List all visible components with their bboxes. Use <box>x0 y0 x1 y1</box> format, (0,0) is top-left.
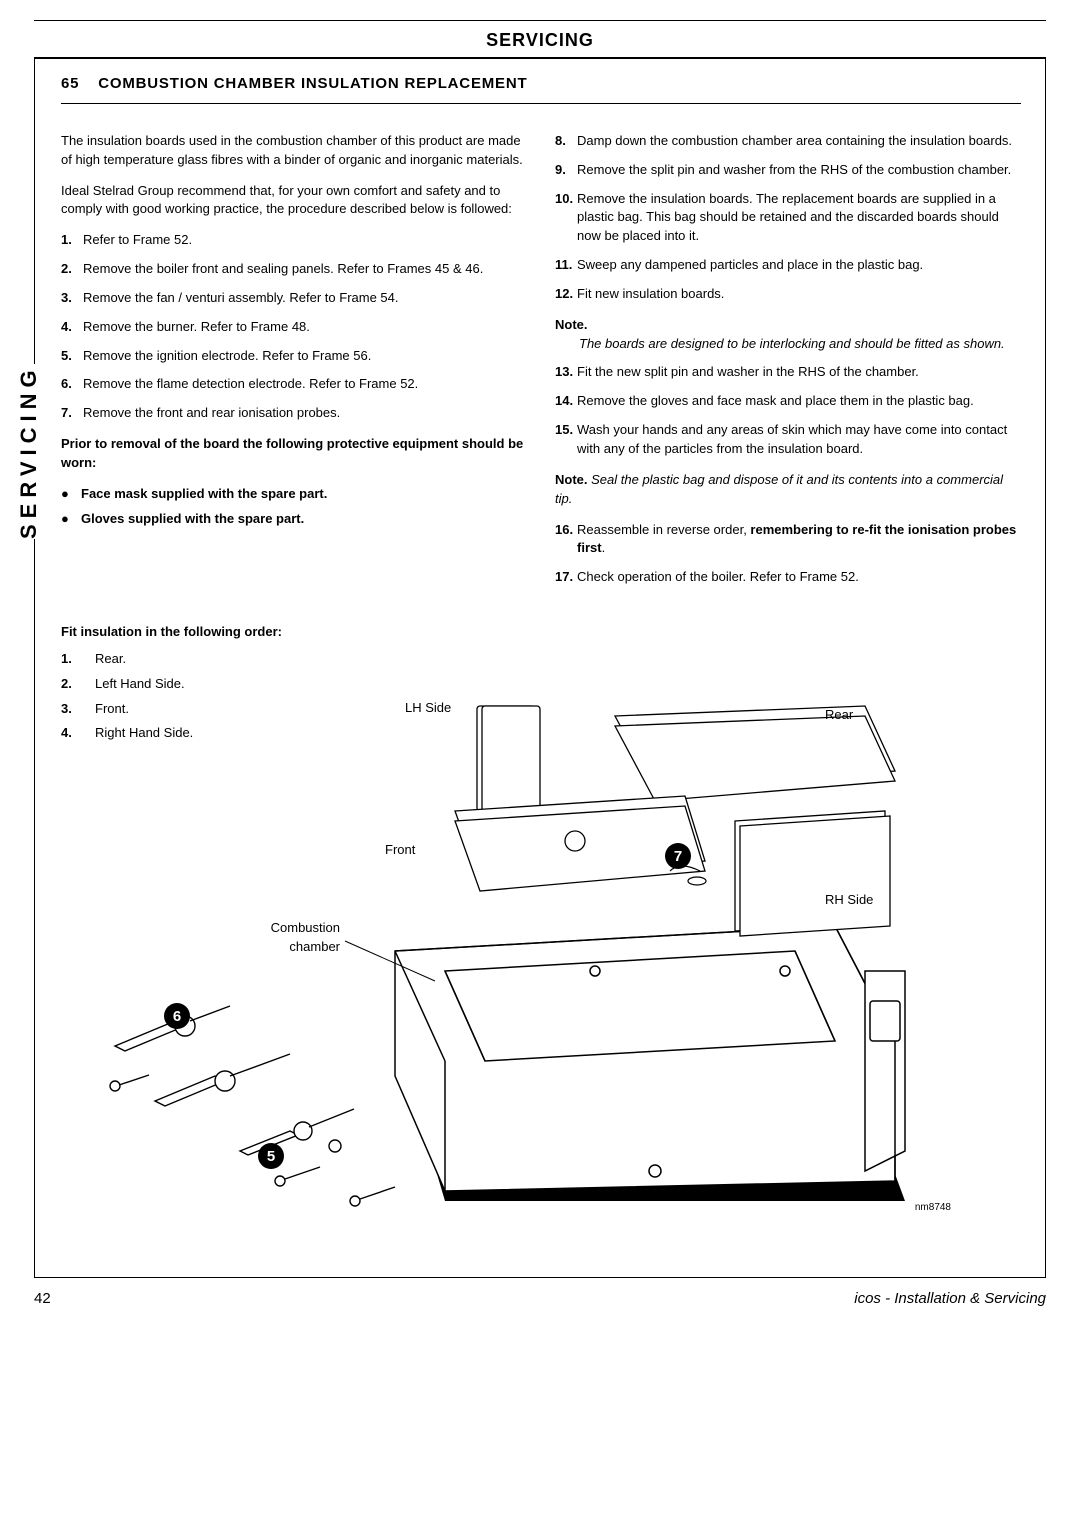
steps-list: 16. Reassemble in reverse order, remembe… <box>555 521 1021 588</box>
page-footer: 42 icos - Installation & Servicing <box>34 1288 1046 1310</box>
page-header: SERVICING <box>34 20 1046 58</box>
frame-box: SERVICING 65 COMBUSTION CHAMBER INSULATI… <box>34 58 1046 1278</box>
step-item: 12.Fit new insulation boards. <box>555 285 1021 304</box>
step-item: 17.Check operation of the boiler. Refer … <box>555 568 1021 587</box>
step-item: 9.Remove the split pin and washer from t… <box>555 161 1021 180</box>
intro-paragraph: Ideal Stelrad Group recommend that, for … <box>61 182 527 220</box>
step-item: 16. Reassemble in reverse order, remembe… <box>555 521 1021 559</box>
step-item: 4.Remove the burner. Refer to Frame 48. <box>61 318 527 337</box>
step-item: 13.Fit the new split pin and washer in t… <box>555 363 1021 382</box>
step-item: 8.Damp down the combustion chamber area … <box>555 132 1021 151</box>
frame-number: 65 <box>61 75 79 92</box>
frame-title: COMBUSTION CHAMBER INSULATION REPLACEMEN… <box>98 75 527 92</box>
diagram-label-rh: RH Side <box>825 891 873 910</box>
left-column: The insulation boards used in the combus… <box>61 132 527 599</box>
frame-heading: 65 COMBUSTION CHAMBER INSULATION REPLACE… <box>61 73 1021 104</box>
svg-text:7: 7 <box>674 848 682 865</box>
ppe-heading: Prior to removal of the board the follow… <box>61 435 527 473</box>
step-item: 1.Refer to Frame 52. <box>61 231 527 250</box>
diagram-label-chamber: Combustion chamber <box>250 919 340 957</box>
step-item: 5.Remove the ignition electrode. Refer t… <box>61 347 527 366</box>
diagram-label-front: Front <box>385 841 415 860</box>
step-item: 7.Remove the front and rear ionisation p… <box>61 404 527 423</box>
step-item: 2.Remove the boiler front and sealing pa… <box>61 260 527 279</box>
note-block: Note. The boards are designed to be inte… <box>555 316 1021 354</box>
fit-item: 1.Rear. <box>61 650 1021 669</box>
svg-text:5: 5 <box>267 1148 275 1165</box>
fit-title: Fit insulation in the following order: <box>61 623 1021 642</box>
step-item: 3.Remove the fan / venturi assembly. Ref… <box>61 289 527 308</box>
side-tab: SERVICING <box>11 364 47 539</box>
combustion-chamber-diagram: 7 6 5 LH Side Rear Front RH Side Combust… <box>95 671 975 1261</box>
diagram-code: nm8748 <box>915 1201 951 1216</box>
step-item: 14.Remove the gloves and face mask and p… <box>555 392 1021 411</box>
steps-list: 1.Refer to Frame 52. 2.Remove the boiler… <box>61 231 527 423</box>
diagram-label-rear: Rear <box>825 706 853 725</box>
step-item: 15.Wash your hands and any areas of skin… <box>555 421 1021 459</box>
diagram-label-lh: LH Side <box>405 699 451 718</box>
intro-paragraph: The insulation boards used in the combus… <box>61 132 527 170</box>
svg-text:6: 6 <box>173 1008 181 1025</box>
steps-list: 13.Fit the new split pin and washer in t… <box>555 363 1021 458</box>
note-line: Note. Seal the plastic bag and dispose o… <box>555 471 1021 509</box>
ppe-item: ●Face mask supplied with the spare part. <box>61 485 527 504</box>
steps-list: 8.Damp down the combustion chamber area … <box>555 132 1021 304</box>
page-number: 42 <box>34 1288 51 1310</box>
right-column: 8.Damp down the combustion chamber area … <box>555 132 1021 599</box>
step-item: 11.Sweep any dampened particles and plac… <box>555 256 1021 275</box>
doc-title: icos - Installation & Servicing <box>854 1288 1046 1310</box>
ppe-item: ●Gloves supplied with the spare part. <box>61 510 527 529</box>
step-item: 10.Remove the insulation boards. The rep… <box>555 190 1021 247</box>
ppe-list: ●Face mask supplied with the spare part.… <box>61 485 527 529</box>
step-item: 6.Remove the flame detection electrode. … <box>61 375 527 394</box>
